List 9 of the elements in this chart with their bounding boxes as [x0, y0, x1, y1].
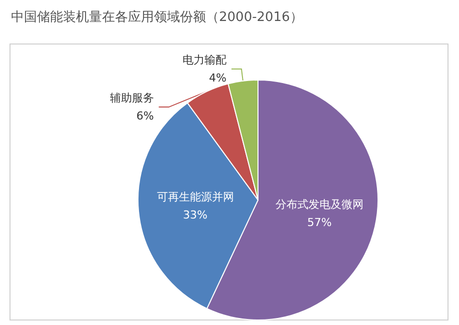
data-label: 4% [209, 72, 226, 85]
slice-label: 辅助服务 [110, 92, 154, 105]
data-label: 6% [136, 110, 154, 123]
slice-label: 电力输配 [182, 54, 226, 67]
data-label: 57% [307, 216, 332, 230]
slice-label: 可再生能源并网 [156, 190, 234, 204]
chart-title: 中国储能装机量在各应用领域份额（2000-2016） [11, 9, 303, 25]
data-label: 33% [183, 208, 208, 222]
slice-label: 分布式发电及微网 [275, 198, 364, 212]
